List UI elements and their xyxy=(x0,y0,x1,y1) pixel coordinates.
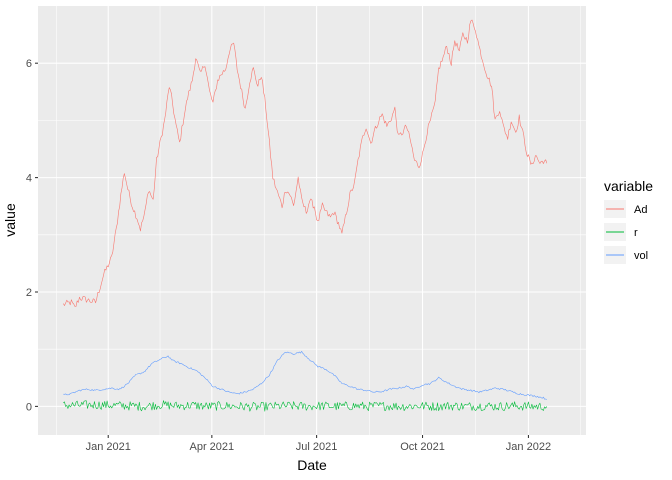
y-tick-label: 4 xyxy=(26,173,32,185)
x-axis-title: Date xyxy=(297,457,327,473)
x-tick-label: Apr 2021 xyxy=(190,441,235,453)
x-tick-label: Jan 2022 xyxy=(506,441,551,453)
legend-title: variable xyxy=(604,178,653,194)
legend-label-r: r xyxy=(634,227,638,239)
y-tick-label: 0 xyxy=(26,401,32,413)
legend-label-Ad: Ad xyxy=(634,204,647,216)
x-axis: Jan 2021 Apr 2021 Jul 2021 Oct 2021 Jan 2022 xyxy=(86,435,551,453)
series-line-vol xyxy=(63,351,547,400)
x-tick-label: Jul 2021 xyxy=(296,441,338,453)
plot-panel-background xyxy=(38,6,586,435)
legend-items: Ad r vol xyxy=(604,200,648,264)
x-tick-label: Jan 2021 xyxy=(86,441,131,453)
y-tick-label: 2 xyxy=(26,287,32,299)
legend: variable Ad r vol xyxy=(604,178,653,264)
legend-label-vol: vol xyxy=(634,250,648,262)
series-line-r xyxy=(63,400,548,412)
grid-minor-lines xyxy=(38,6,586,435)
y-axis: 0 2 4 6 xyxy=(26,58,38,413)
series-layer xyxy=(63,19,548,412)
series-line-Ad xyxy=(63,19,548,307)
y-axis-title: value xyxy=(2,203,18,237)
x-tick-label: Oct 2021 xyxy=(400,441,445,453)
y-tick-label: 6 xyxy=(26,58,32,70)
